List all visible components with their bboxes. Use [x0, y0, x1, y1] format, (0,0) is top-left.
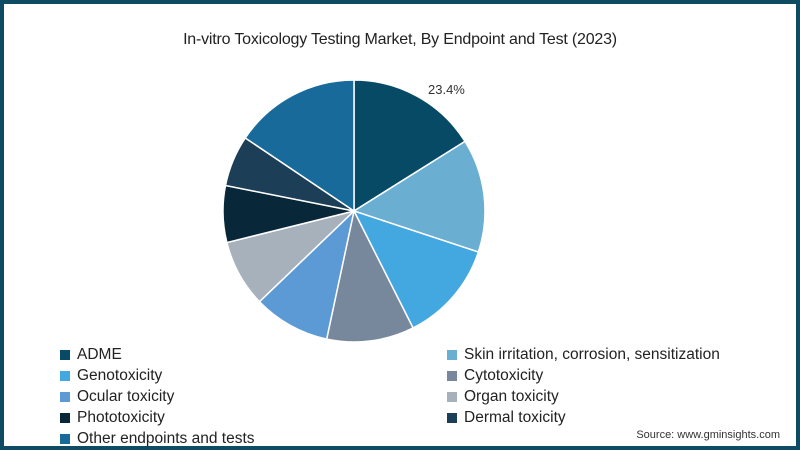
legend-right: Skin irritation, corrosion, sensitizatio… [447, 344, 720, 428]
legend-item-skin-irritation: Skin irritation, corrosion, sensitizatio… [447, 344, 720, 365]
source-note: Source: www.gminsights.com [636, 429, 780, 441]
pie-slices [222, 79, 486, 343]
legend-item-ocular-toxicity: Ocular toxicity [60, 386, 255, 407]
legend-item-dermal-toxicity: Dermal toxicity [447, 407, 720, 428]
legend-item-cytotoxicity: Cytotoxicity [447, 365, 720, 386]
legend-item-genotoxicity: Genotoxicity [60, 365, 255, 386]
legend-item-other-endpoints: Other endpoints and tests [60, 428, 255, 449]
pie-slice-adme [353, 79, 467, 213]
legend-swatch [60, 391, 70, 402]
legend-swatch [60, 433, 70, 444]
legend-swatch [447, 370, 457, 381]
pie-slice-genotoxicity [352, 209, 480, 329]
legend-swatch [447, 391, 457, 402]
legend-item-phototoxicity: Phototoxicity [60, 407, 255, 428]
chart-title: In-vitro Toxicology Testing Market, By E… [183, 31, 617, 48]
legend-swatch [447, 412, 457, 423]
adme-data-label: 23.4% [428, 82, 465, 97]
legend-swatch [60, 349, 70, 360]
legend-swatch [60, 370, 70, 381]
pie-slice-skin-irritation-corrosion-sensitization [352, 140, 486, 253]
legend-swatch [60, 412, 70, 423]
pie-slice-other-endpoints-and-tests [244, 79, 355, 213]
pie-slice-cytotoxicity [325, 208, 415, 343]
legend-item-organ-toxicity: Organ toxicity [447, 386, 720, 407]
pie-slice-ocular-toxicity [258, 208, 356, 341]
legend-swatch [447, 349, 457, 360]
legend-item-adme: ADME [60, 344, 255, 365]
legend-left: ADME Genotoxicity Ocular toxicity Photot… [60, 344, 255, 449]
